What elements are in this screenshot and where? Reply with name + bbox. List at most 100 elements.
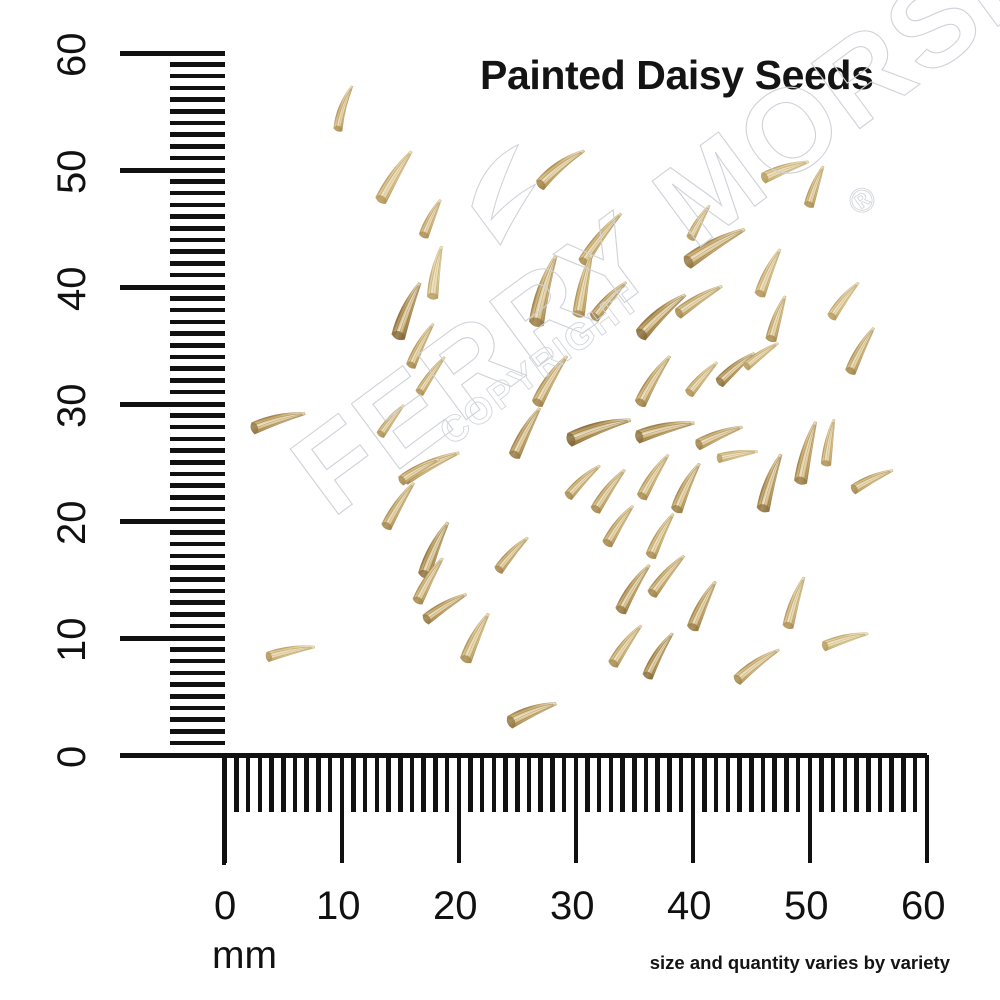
ruler-minor-tick-vertical bbox=[170, 658, 225, 664]
ruler-minor-tick-horizontal bbox=[866, 755, 871, 812]
seed bbox=[535, 149, 586, 191]
seed bbox=[634, 355, 672, 408]
ruler-minor-tick-horizontal bbox=[304, 755, 309, 812]
ruler-major-tick-vertical bbox=[120, 752, 225, 758]
seed bbox=[754, 248, 782, 298]
ruler-minor-tick-horizontal bbox=[737, 755, 742, 812]
seed bbox=[793, 421, 818, 485]
ruler-minor-tick-horizontal bbox=[678, 755, 684, 812]
seed bbox=[845, 327, 876, 375]
ruler-minor-tick-horizontal bbox=[386, 755, 391, 812]
ruler-minor-tick-horizontal bbox=[585, 755, 590, 812]
ruler-minor-tick-horizontal bbox=[643, 755, 649, 812]
ruler-minor-tick-vertical bbox=[170, 530, 225, 535]
ruler-minor-tick-vertical bbox=[170, 97, 225, 102]
ruler-label-horizontal-10: 10 bbox=[316, 884, 361, 928]
ruler-minor-tick-horizontal bbox=[795, 755, 801, 812]
ruler-major-tick-vertical bbox=[120, 50, 225, 56]
ruler-minor-tick-vertical bbox=[170, 366, 225, 371]
ruler-label-horizontal-30: 30 bbox=[550, 884, 595, 928]
seed bbox=[412, 557, 444, 605]
seed bbox=[376, 404, 405, 439]
seed bbox=[590, 468, 626, 514]
seed bbox=[422, 593, 468, 625]
ruler-minor-tick-horizontal bbox=[362, 755, 368, 812]
ruler-minor-tick-vertical bbox=[170, 682, 225, 687]
ruler-minor-tick-horizontal bbox=[877, 755, 883, 812]
ruler-minor-tick-horizontal bbox=[667, 755, 672, 812]
ruler-minor-tick-horizontal bbox=[409, 755, 415, 812]
ruler-label-vertical-10: 10 bbox=[50, 617, 94, 663]
seed bbox=[645, 512, 675, 560]
seed bbox=[508, 407, 542, 459]
ruler-minor-tick-horizontal bbox=[772, 755, 777, 812]
ruler-minor-tick-horizontal bbox=[433, 755, 438, 812]
ruler-minor-tick-horizontal bbox=[491, 755, 497, 812]
ruler-minor-tick-horizontal bbox=[854, 755, 859, 812]
ruler-major-tick-horizontal bbox=[573, 755, 578, 863]
ruler-minor-tick-horizontal bbox=[725, 755, 731, 812]
ruler-minor-tick-horizontal bbox=[842, 755, 848, 812]
ruler-label-vertical-0: 0 bbox=[50, 745, 94, 768]
ruler-label-vertical-50: 50 bbox=[50, 149, 94, 195]
ruler-minor-tick-vertical bbox=[170, 694, 225, 699]
seed bbox=[850, 469, 894, 495]
ruler-major-tick-vertical bbox=[120, 167, 225, 173]
ruler-minor-tick-horizontal bbox=[234, 755, 239, 812]
ruler-major-tick-horizontal bbox=[924, 755, 929, 863]
seed bbox=[642, 632, 674, 680]
seed bbox=[742, 342, 780, 371]
ruler-minor-tick-vertical bbox=[170, 62, 225, 67]
ruler-minor-tick-horizontal bbox=[269, 755, 274, 812]
ruler-minor-tick-horizontal bbox=[468, 755, 473, 812]
ruler-minor-tick-vertical bbox=[170, 144, 225, 149]
seed bbox=[333, 85, 354, 132]
ruler-minor-tick-vertical bbox=[170, 237, 225, 243]
ruler-major-tick-horizontal bbox=[339, 755, 344, 863]
ruler-minor-tick-horizontal bbox=[819, 755, 824, 812]
ruler-minor-tick-vertical bbox=[170, 378, 225, 383]
ruler-label-horizontal-60: 60 bbox=[901, 884, 946, 928]
ruler-minor-tick-vertical bbox=[170, 424, 225, 430]
ruler-minor-tick-horizontal bbox=[538, 755, 543, 812]
seed bbox=[250, 412, 306, 435]
ruler-minor-tick-vertical bbox=[170, 307, 225, 313]
ruler-minor-tick-vertical bbox=[170, 541, 225, 547]
ruler-minor-tick-horizontal bbox=[292, 755, 298, 812]
ruler-minor-tick-vertical bbox=[170, 705, 225, 711]
ruler-label-vertical-20: 20 bbox=[50, 500, 94, 546]
ruler-minor-tick-vertical bbox=[170, 389, 225, 395]
ruler-minor-tick-horizontal bbox=[632, 755, 637, 812]
seed bbox=[398, 457, 440, 486]
ruler-minor-tick-vertical bbox=[170, 483, 225, 488]
ruler-minor-tick-horizontal bbox=[713, 755, 719, 812]
seed bbox=[391, 282, 422, 341]
seed bbox=[765, 295, 787, 343]
seed bbox=[686, 204, 711, 241]
seed bbox=[782, 576, 806, 630]
ruler-minor-tick-vertical bbox=[170, 740, 225, 746]
ruler-minor-tick-vertical bbox=[170, 226, 225, 231]
ruler-minor-tick-horizontal bbox=[620, 755, 625, 812]
ruler-minor-tick-horizontal bbox=[550, 755, 555, 812]
ruler-minor-tick-horizontal bbox=[608, 755, 614, 812]
seed bbox=[426, 245, 443, 300]
ruler-minor-tick-horizontal bbox=[702, 755, 707, 812]
ruler-major-tick-vertical bbox=[120, 518, 225, 524]
ruler-minor-tick-horizontal bbox=[281, 755, 286, 812]
ruler-minor-tick-vertical bbox=[170, 331, 225, 336]
ruler-minor-tick-horizontal bbox=[316, 755, 321, 812]
ruler-minor-tick-vertical bbox=[170, 413, 225, 418]
ruler-minor-tick-horizontal bbox=[830, 755, 836, 812]
seed bbox=[686, 580, 717, 632]
ruler-minor-tick-vertical bbox=[170, 460, 225, 465]
ruler-minor-tick-horizontal bbox=[515, 755, 520, 812]
ruler-minor-tick-horizontal bbox=[503, 755, 508, 812]
seed bbox=[647, 554, 686, 598]
ruler-minor-tick-vertical bbox=[170, 577, 225, 582]
seed bbox=[670, 462, 701, 514]
ruler-minor-tick-vertical bbox=[170, 73, 225, 79]
seed bbox=[459, 612, 490, 664]
ruler-major-tick-horizontal bbox=[222, 755, 227, 863]
